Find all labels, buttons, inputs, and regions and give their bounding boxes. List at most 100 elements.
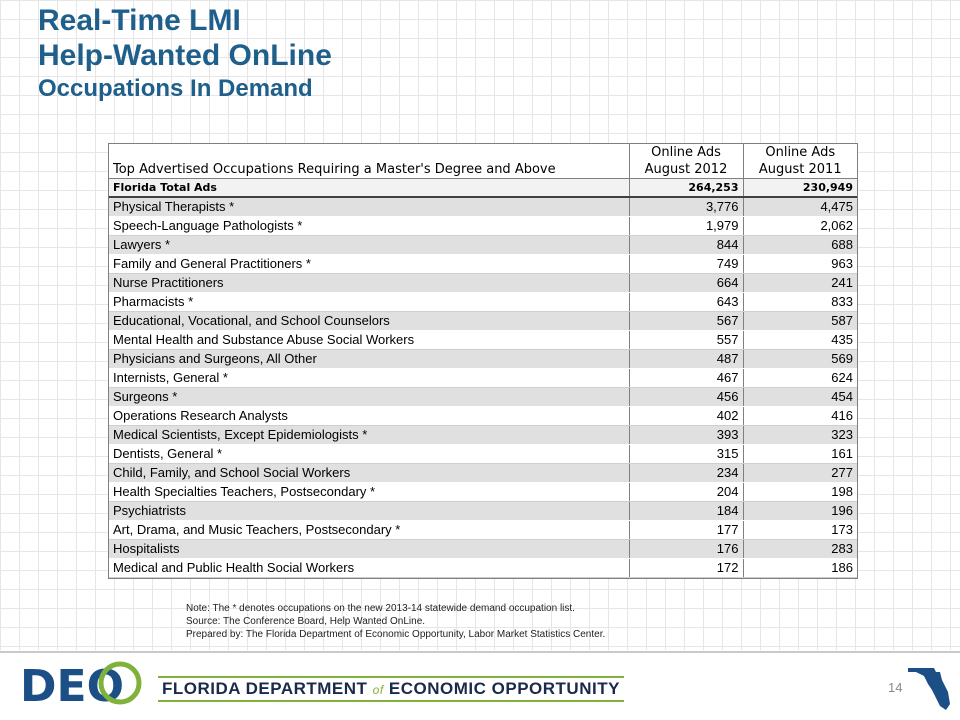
ads-2011-cell: 569 <box>742 349 857 369</box>
table-row: Hospitalists 176 283 <box>109 539 857 559</box>
ads-2011-cell: 196 <box>742 501 857 521</box>
footer-divider <box>0 651 960 653</box>
table-row: Surgeons * 456 454 <box>109 387 857 407</box>
page-number: 14 <box>888 680 903 695</box>
occupation-cell: Psychiatrists <box>109 501 629 521</box>
table-row: Lawyers * 844 688 <box>109 235 857 255</box>
ads-2011-cell: 454 <box>742 387 857 407</box>
occupations-table: Online Ads Online Ads Top Advertised Occ… <box>108 143 858 579</box>
table-row: Internists, General * 467 624 <box>109 368 857 388</box>
ads-2011-cell: 277 <box>742 463 857 483</box>
ads-2012-cell: 184 <box>628 501 743 521</box>
ads-2012-cell: 467 <box>628 368 743 388</box>
ads-2012-cell: 749 <box>628 254 743 274</box>
agency-name: FLORIDA DEPARTMENT of ECONOMIC OPPORTUNI… <box>158 676 624 702</box>
ads-2011-cell: 161 <box>742 444 857 464</box>
table-row: Physical Therapists * 3,776 4,475 <box>109 197 857 217</box>
ads-2011-cell: 435 <box>742 330 857 350</box>
ads-2012-cell: 643 <box>628 292 743 312</box>
col3-header-line2: August 2011 <box>742 161 857 179</box>
source-text: Source: The Conference Board, Help Wante… <box>186 616 426 627</box>
ads-2011-cell: 173 <box>742 520 857 540</box>
ads-2011-cell: 624 <box>742 368 857 388</box>
table-row: Family and General Practitioners * 749 963 <box>109 254 857 274</box>
occupation-cell: Art, Drama, and Music Teachers, Postseco… <box>109 520 629 540</box>
table-row: Physicians and Surgeons, All Other 487 569 <box>109 349 857 369</box>
ads-2012-cell: 664 <box>628 273 743 293</box>
ads-2011-cell: 688 <box>742 235 857 255</box>
occupation-cell: Internists, General * <box>109 368 629 388</box>
table-row: Nurse Practitioners 664 241 <box>109 273 857 293</box>
occupation-cell: Mental Health and Substance Abuse Social… <box>109 330 629 350</box>
notes-block: Note: The * denotes occupations on the n… <box>186 602 605 641</box>
ads-2012-cell: 1,979 <box>628 216 743 236</box>
occupation-cell: Pharmacists * <box>109 292 629 312</box>
ads-2011-cell: 323 <box>742 425 857 445</box>
table-row: Mental Health and Substance Abuse Social… <box>109 330 857 350</box>
agency-name-of: of <box>372 683 384 697</box>
ads-2012-cell: 204 <box>628 482 743 502</box>
ads-2012-cell: 176 <box>628 539 743 559</box>
ads-2012-cell: 487 <box>628 349 743 369</box>
ads-2011-cell: 4,475 <box>742 197 857 217</box>
table-row: Health Specialties Teachers, Postseconda… <box>109 482 857 502</box>
ads-2012-cell: 567 <box>628 311 743 331</box>
agency-name-part1: FLORIDA DEPARTMENT <box>162 679 368 698</box>
occupation-cell: Physicians and Surgeons, All Other <box>109 349 629 369</box>
prepared-by-text: Prepared by: The Florida Department of E… <box>186 629 606 640</box>
header-blank <box>109 144 629 161</box>
occupation-cell: Dentists, General * <box>109 444 629 464</box>
agency-name-part2: ECONOMIC OPPORTUNITY <box>388 679 620 698</box>
ads-2011-cell: 2,062 <box>742 216 857 236</box>
ads-2012-cell: 234 <box>628 463 743 483</box>
occupation-cell: Health Specialties Teachers, Postseconda… <box>109 482 629 502</box>
ads-2012-cell: 844 <box>628 235 743 255</box>
table-row: Speech-Language Pathologists * 1,979 2,062 <box>109 216 857 236</box>
logo-globe-icon <box>98 661 142 705</box>
table-row: Dentists, General * 315 161 <box>109 444 857 464</box>
col3-header-line1: Online Ads <box>742 144 857 161</box>
ads-2012-cell: 402 <box>628 406 743 426</box>
table-row: Medical Scientists, Except Epidemiologis… <box>109 425 857 445</box>
occupation-cell: Family and General Practitioners * <box>109 254 629 274</box>
logo-accent <box>129 682 131 684</box>
occupation-cell: Speech-Language Pathologists * <box>109 216 629 236</box>
occupation-cell: Medical Scientists, Except Epidemiologis… <box>109 425 629 445</box>
ads-2011-cell: 587 <box>742 311 857 331</box>
table-row: Pharmacists * 643 833 <box>109 292 857 312</box>
occupation-cell: Operations Research Analysts <box>109 406 629 426</box>
occupation-cell: Lawyers * <box>109 235 629 255</box>
slide-subtitle: Occupations In Demand <box>38 75 313 102</box>
col2-header-line1: Online Ads <box>628 144 743 161</box>
total-2012: 264,253 <box>628 178 743 198</box>
occupation-cell: Hospitalists <box>109 539 629 559</box>
footer <box>0 653 960 720</box>
table-row: Educational, Vocational, and School Coun… <box>109 311 857 331</box>
col2-header-line2: August 2012 <box>628 161 743 179</box>
slide-titles: Real-Time LMI Help-Wanted OnLine Occupat… <box>38 4 332 104</box>
table-row: Psychiatrists 184 196 <box>109 501 857 521</box>
table-header-label: Top Advertised Occupations Requiring a M… <box>113 162 556 177</box>
total-row: Florida Total Ads 264,253 230,949 <box>109 178 857 198</box>
ads-2011-cell: 198 <box>742 482 857 502</box>
ads-2012-cell: 3,776 <box>628 197 743 217</box>
table-row: Operations Research Analysts 402 416 <box>109 406 857 426</box>
ads-2011-cell: 833 <box>742 292 857 312</box>
deo-logo: DEO <box>20 661 142 711</box>
total-label: Florida Total Ads <box>109 178 629 198</box>
ads-2012-cell: 315 <box>628 444 743 464</box>
ads-2012-cell: 172 <box>628 558 743 578</box>
slide-title-line1: Real-Time LMI <box>38 4 241 37</box>
occupation-cell: Medical and Public Health Social Workers <box>109 558 629 578</box>
slide-title-line2: Help-Wanted OnLine <box>38 39 332 72</box>
note-text: Note: The * denotes occupations on the n… <box>186 603 575 614</box>
table-row: Medical and Public Health Social Workers… <box>109 558 857 578</box>
ads-2011-cell: 283 <box>742 539 857 559</box>
occupation-cell: Physical Therapists * <box>109 197 629 217</box>
table-row: Art, Drama, and Music Teachers, Postseco… <box>109 520 857 540</box>
occupation-cell: Educational, Vocational, and School Coun… <box>109 311 629 331</box>
occupation-cell: Nurse Practitioners <box>109 273 629 293</box>
ads-2011-cell: 963 <box>742 254 857 274</box>
ads-2012-cell: 177 <box>628 520 743 540</box>
florida-map-icon <box>908 668 950 710</box>
